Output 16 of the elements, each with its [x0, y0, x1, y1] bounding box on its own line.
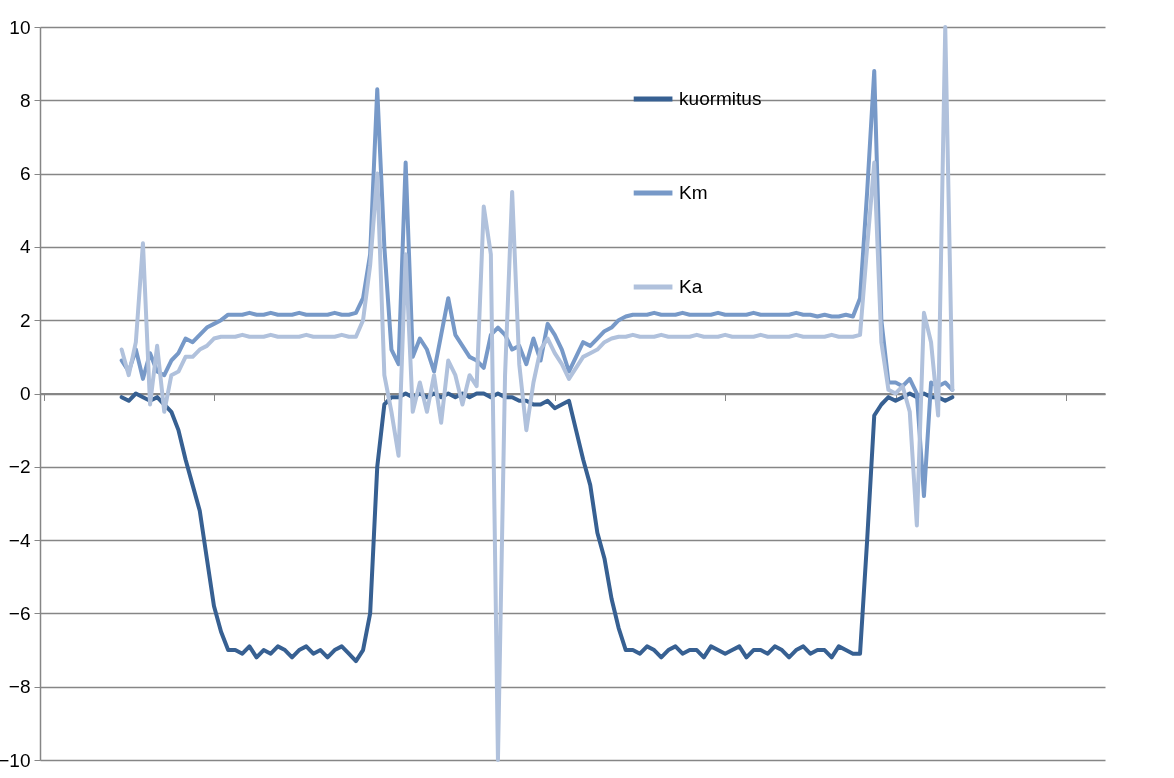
- y-tick-label: 8: [19, 89, 31, 111]
- y-tick-label: 2: [19, 309, 31, 331]
- y-tick-label: −4: [8, 529, 31, 551]
- legend-label: kuormitus: [679, 88, 762, 109]
- y-tick-label: 10: [9, 16, 31, 38]
- y-tick-label: −2: [8, 456, 31, 478]
- y-tick-label: −10: [0, 749, 31, 771]
- y-tick-label: 0: [19, 383, 31, 404]
- y-tick-label: −6: [8, 602, 31, 624]
- legend-label: Km: [679, 182, 708, 203]
- legend-label: Ka: [679, 276, 703, 297]
- line-series: [119, 391, 955, 664]
- line-series: [119, 25, 955, 762]
- y-tick-label: −8: [8, 676, 31, 698]
- y-tick-label: 6: [19, 163, 31, 185]
- y-tick-label: 4: [19, 236, 31, 258]
